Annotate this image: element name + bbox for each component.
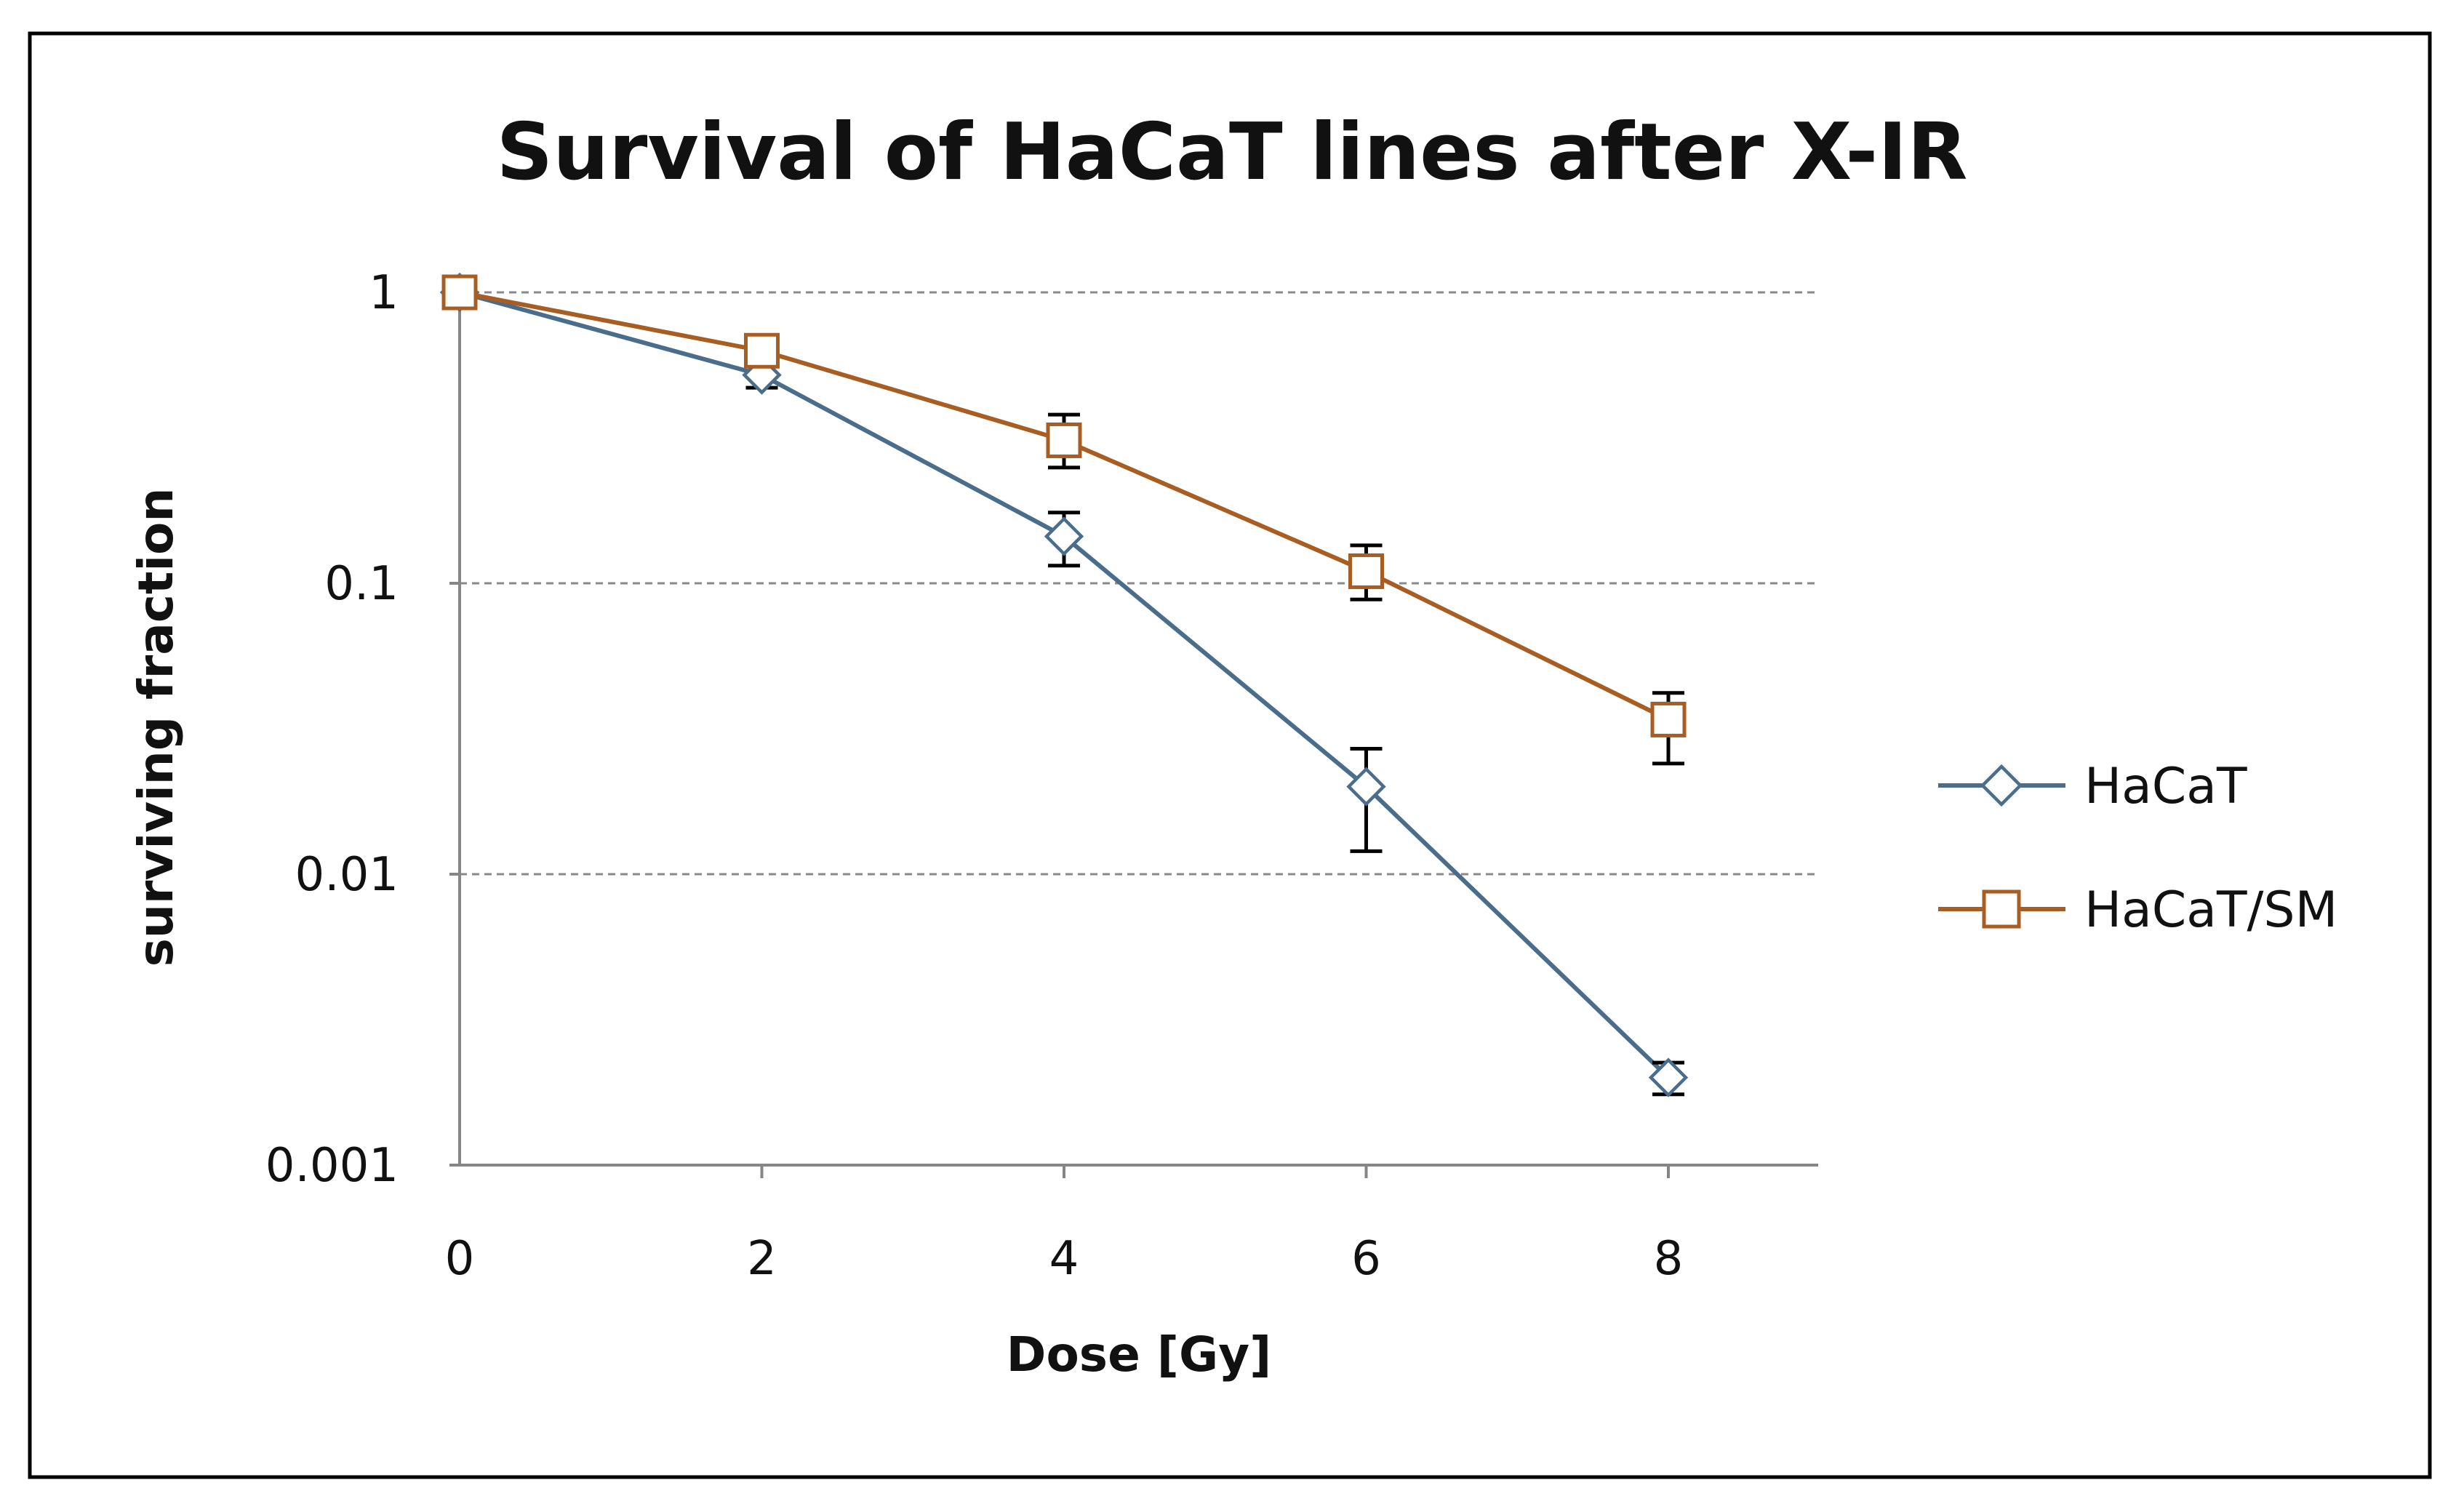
y-tick-label: 0.001 (265, 1139, 399, 1193)
legend-marker (1982, 889, 2021, 929)
chart-title: Survival of HaCaT lines after X-IR (497, 107, 1968, 198)
legend: HaCaT HaCaT/SM (1938, 758, 2337, 939)
x-tick-label: 8 (1654, 1232, 1684, 1286)
x-axis-ticks: 0 2 4 6 8 (445, 1165, 1684, 1286)
legend-item: HaCaT/SM (1938, 881, 2337, 939)
y-tick-label: 0.1 (324, 557, 399, 611)
data-point (744, 332, 780, 369)
legend-item: HaCaT (1938, 758, 2247, 815)
data-point (1346, 767, 1386, 807)
y-axis-ticks: 1 0.1 0.01 0.001 (265, 266, 460, 1193)
x-tick-label: 6 (1351, 1232, 1381, 1286)
x-tick-label: 2 (747, 1232, 777, 1286)
data-point (1648, 1057, 1689, 1097)
data-point (1046, 422, 1082, 458)
data-point (1044, 516, 1084, 556)
legend-label: HaCaT/SM (2084, 881, 2337, 939)
data-point (441, 274, 478, 311)
y-tick-label: 0.01 (295, 848, 399, 902)
legend-label: HaCaT (2084, 758, 2247, 815)
data-point (1650, 701, 1687, 737)
chart-border (28, 31, 2432, 1479)
x-tick-label: 4 (1049, 1232, 1079, 1286)
y-tick-label: 1 (369, 266, 399, 320)
gridlines (460, 291, 1818, 876)
x-tick-label: 0 (445, 1232, 475, 1286)
y-axis-title: surviving fraction (128, 488, 184, 967)
axes (458, 292, 1818, 1167)
data-point (1348, 553, 1384, 589)
plot-series (439, 272, 1689, 1097)
legend-marker (1980, 764, 2023, 807)
series-hacat-sm (441, 274, 1687, 766)
x-axis-title: Dose [Gy] (1007, 1327, 1272, 1383)
series-hacat (439, 272, 1689, 1097)
